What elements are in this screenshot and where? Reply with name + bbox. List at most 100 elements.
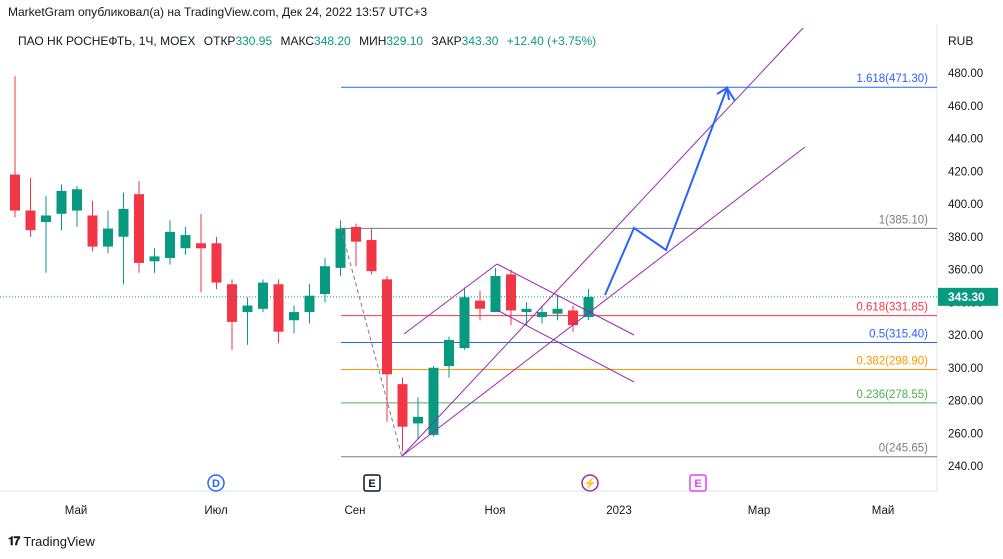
- event-marker-label: E: [368, 478, 375, 490]
- channel-upper-line: [401, 27, 804, 457]
- flag-upper-line: [496, 263, 635, 336]
- y-tick-label: 320.00: [948, 330, 983, 342]
- candle-body: [149, 256, 160, 262]
- candle-body: [273, 284, 284, 332]
- candle-body: [211, 243, 222, 283]
- candle: [258, 279, 268, 313]
- y-tick-label: 260.00: [948, 428, 983, 440]
- fib-level-label: 0.618(331.85): [856, 302, 928, 314]
- candle: [25, 177, 36, 237]
- candle: [475, 290, 485, 321]
- close-label: ЗАКР: [431, 34, 462, 48]
- candle-body: [382, 279, 392, 375]
- currency-label: RUB: [948, 34, 974, 48]
- candle: [289, 305, 299, 334]
- last-price-badge: [938, 287, 998, 306]
- drawings: [0, 27, 937, 457]
- event-marker-icon: [689, 474, 707, 492]
- event-marker-icon: [581, 474, 599, 492]
- open-value: 330.95: [235, 34, 273, 48]
- y-tick-label: 400.00: [948, 199, 983, 211]
- open-label: ОТКР: [203, 34, 236, 48]
- y-tick-label: 460.00: [948, 101, 983, 113]
- y-tick-label: 360.00: [948, 265, 983, 277]
- candle-body: [537, 312, 547, 317]
- candle: [273, 279, 284, 344]
- x-tick-label: Мар: [748, 505, 771, 517]
- candle-body: [366, 240, 377, 272]
- candle-body: [552, 308, 563, 314]
- channel-lower-line: [401, 146, 806, 457]
- events: D E ⚡ E: [207, 474, 707, 492]
- event-marker-label: D: [212, 478, 220, 490]
- candle: [242, 297, 253, 345]
- publisher-header: MarketGram опубликовал(а) на TradingView…: [8, 5, 428, 19]
- candle-body: [41, 215, 51, 223]
- high-label: МАКС: [280, 34, 315, 48]
- candle-body: [320, 266, 330, 295]
- candle-body: [196, 243, 206, 249]
- channel-left-line: [403, 263, 498, 335]
- candle: [552, 295, 563, 321]
- x-tick-label: Май: [65, 505, 88, 517]
- y-tick-label: 440.00: [948, 134, 983, 146]
- y-tick-label: 300.00: [948, 363, 983, 375]
- candle: [211, 236, 222, 290]
- last-price-label: 343.30: [948, 290, 985, 304]
- projection-arrowhead: [716, 86, 730, 101]
- candle-body: [583, 296, 594, 318]
- candles: [10, 76, 594, 452]
- gridlines: [0, 24, 938, 492]
- candle: [165, 220, 175, 265]
- candle-body: [87, 215, 98, 247]
- candle-body: [304, 295, 315, 313]
- candle: [490, 267, 501, 313]
- candle: [366, 228, 377, 275]
- candle-body: [10, 174, 20, 211]
- x-axis: Май Июл Сен Ноя 2023 Мар Май: [65, 505, 895, 517]
- fib-level-label: 1.618(471.30): [856, 73, 928, 85]
- candle: [41, 195, 51, 273]
- y-tick-label: 280.00: [948, 396, 983, 408]
- candle: [180, 226, 191, 255]
- candle: [459, 287, 470, 350]
- event-marker-label: E: [694, 478, 701, 490]
- candle-body: [506, 274, 516, 311]
- candle-body: [397, 384, 408, 427]
- symbol-name: ПАО НК РОСНЕФТЬ, 1Ч, MOEX: [18, 34, 196, 48]
- high-value: 348.20: [314, 34, 351, 48]
- candle: [444, 336, 454, 378]
- candle-body: [72, 189, 82, 211]
- fib-level-label: 1(385.10): [879, 214, 928, 226]
- close-value: 343.30: [461, 34, 499, 48]
- footer: 𝟏𝟕 TradingView: [8, 534, 95, 549]
- candle-body: [56, 190, 67, 214]
- candle: [397, 377, 408, 452]
- candle-body: [490, 276, 501, 313]
- fib-level-label: 0.5(315.40): [869, 329, 928, 341]
- candle: [149, 248, 160, 273]
- candle: [72, 185, 82, 227]
- y-axis: 240.00260.00280.00300.00320.00340.00360.…: [938, 68, 998, 473]
- candle-body: [180, 235, 191, 249]
- x-tick-label: Июл: [204, 505, 227, 517]
- candle: [568, 305, 578, 332]
- x-tick-label: Ноя: [485, 505, 506, 517]
- candle-body: [335, 228, 346, 268]
- x-tick-label: Май: [872, 505, 895, 517]
- candle-body: [258, 282, 268, 309]
- candle: [103, 210, 113, 254]
- projection-path: [604, 85, 736, 296]
- candle-body: [521, 308, 532, 313]
- low-value: 329.10: [386, 34, 424, 48]
- candle: [382, 276, 392, 422]
- candle: [583, 288, 594, 321]
- y-tick-label: 240.00: [948, 461, 983, 473]
- candle-body: [134, 194, 144, 263]
- candle: [196, 213, 206, 293]
- tradingview-logo-icon: 𝟏𝟕: [8, 534, 20, 548]
- candle: [521, 302, 532, 326]
- symbol-info: ПАО НК РОСНЕФТЬ, 1Ч, MOEX ОТКР330.95 МАК…: [18, 34, 596, 48]
- fib-level-label: 0.382(298.90): [856, 356, 928, 368]
